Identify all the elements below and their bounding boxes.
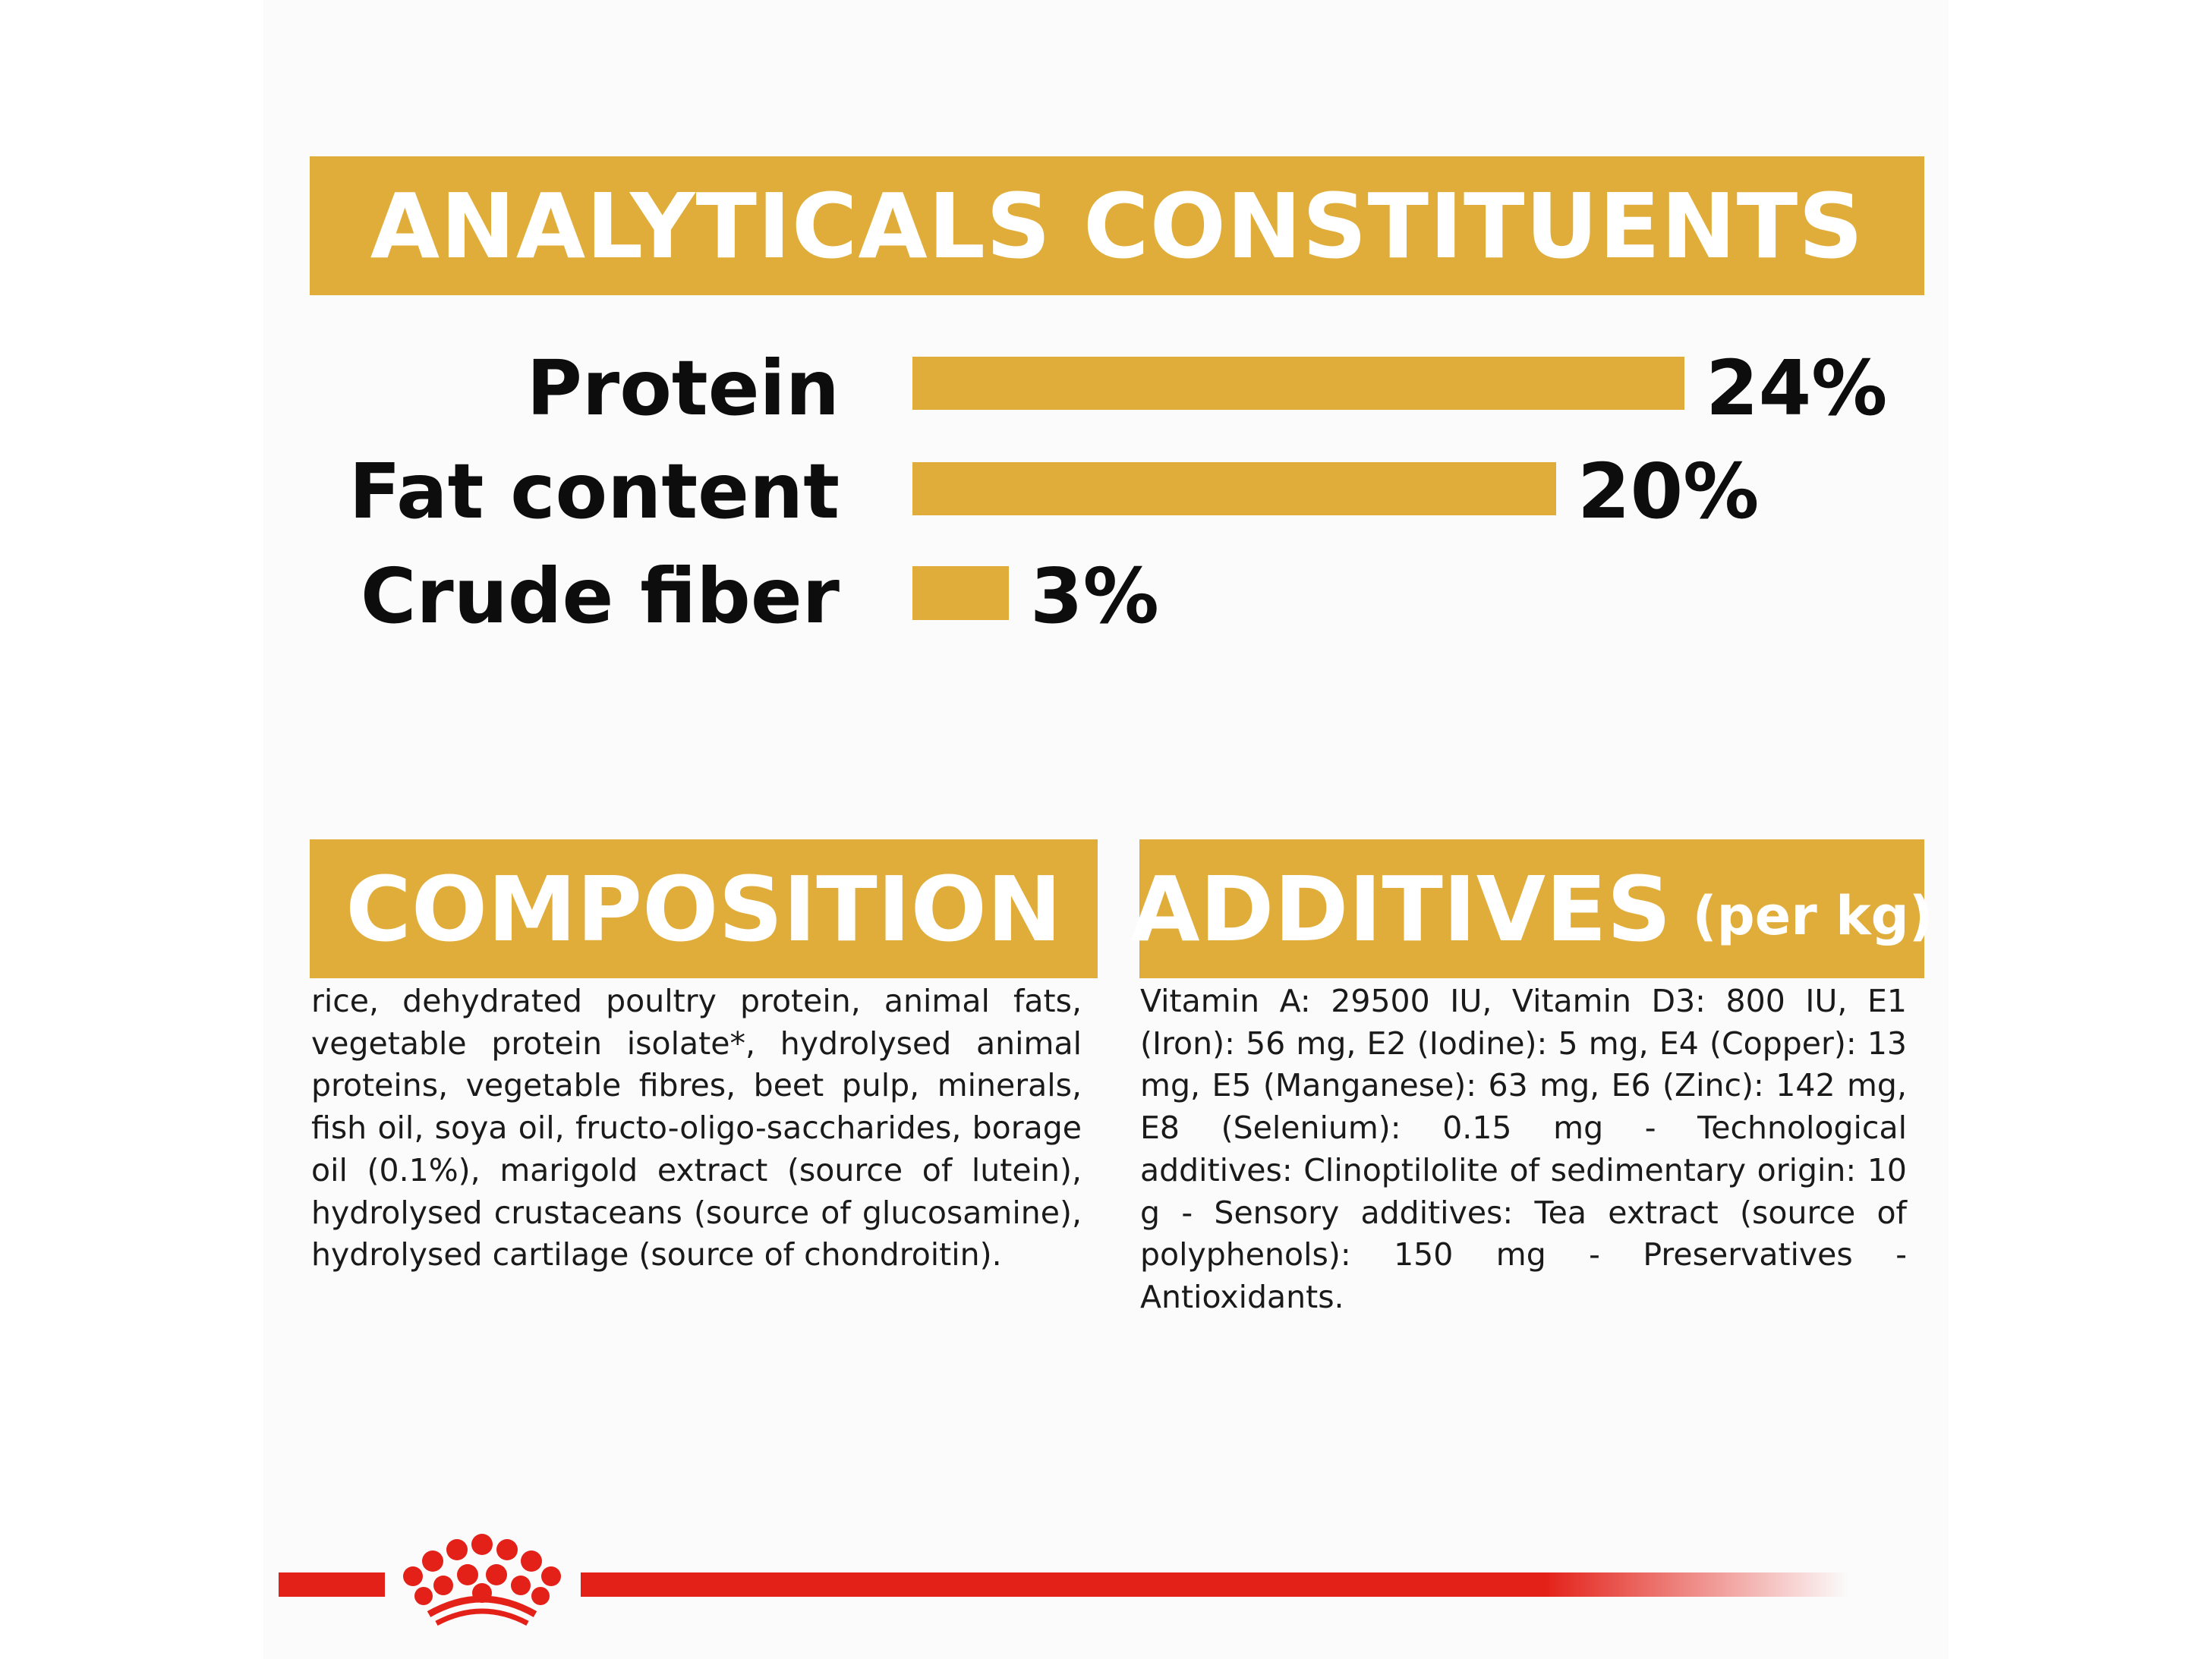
brand-stripe-right bbox=[581, 1572, 1848, 1597]
analytical-constituents-header: ANALYTICALS CONSTITUENTS bbox=[310, 156, 1924, 295]
fat-content-value: 20% bbox=[1577, 447, 1760, 536]
additives-subtitle: (per kg) bbox=[1692, 884, 1933, 947]
additives-header: ADDITIVES (per kg) bbox=[1130, 839, 1933, 978]
composition-title: COMPOSITION bbox=[345, 856, 1062, 962]
protein-value: 24% bbox=[1706, 344, 1888, 433]
royal-canin-crown-icon bbox=[403, 1534, 561, 1626]
protein-label: Protein bbox=[526, 344, 840, 433]
fat-content-bar bbox=[912, 462, 1556, 515]
crude-fiber-value: 3% bbox=[1030, 552, 1159, 641]
composition-header: COMPOSITION bbox=[310, 839, 1098, 978]
fat-content-label: Fat content bbox=[348, 447, 840, 536]
crude-fiber-bar bbox=[912, 566, 1009, 620]
brand-stripe-left bbox=[279, 1572, 385, 1597]
additives-text: Vitamin A: 29500 IU, Vitamin D3: 800 IU,… bbox=[1140, 983, 1907, 1315]
composition-text: rice, dehydrated poultry protein, animal… bbox=[311, 983, 1082, 1273]
analytical-constituents-title: ANALYTICALS CONSTITUENTS bbox=[370, 173, 1864, 279]
additives-title: ADDITIVES bbox=[1130, 856, 1672, 962]
crude-fiber-label: Crude fiber bbox=[361, 552, 840, 641]
protein-bar bbox=[912, 357, 1684, 410]
